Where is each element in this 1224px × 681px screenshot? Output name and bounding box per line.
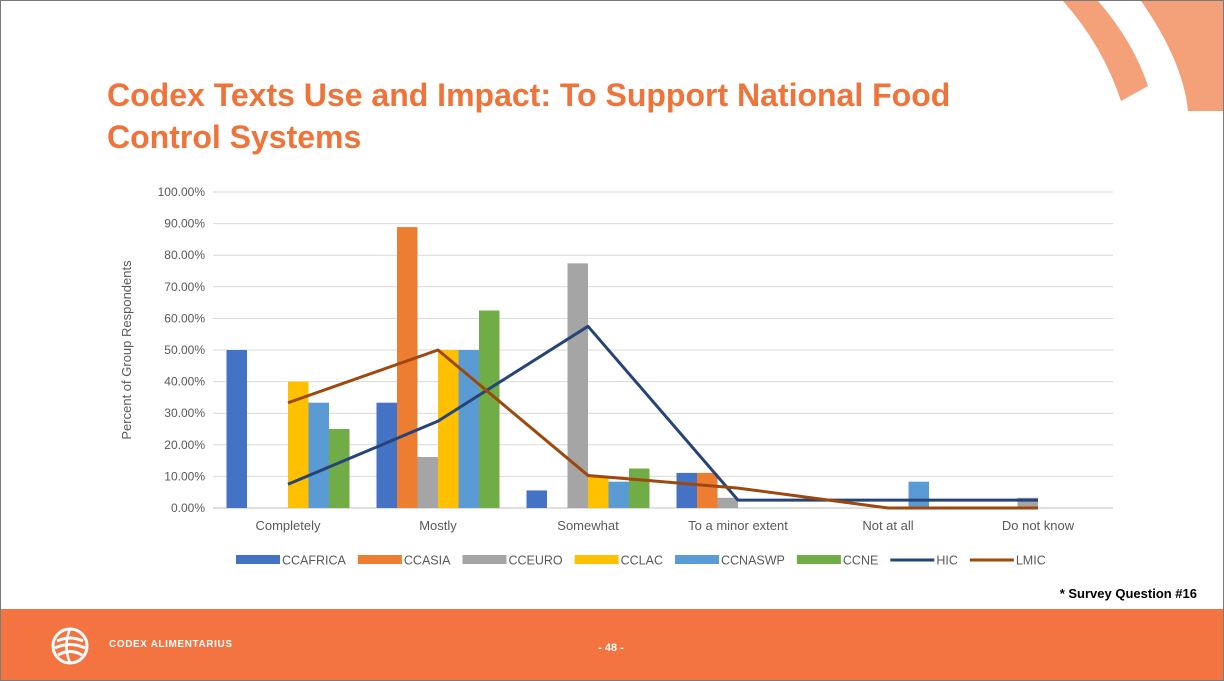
slide-title: Codex Texts Use and Impact: To Support N… bbox=[107, 77, 951, 155]
legend-swatch bbox=[462, 555, 507, 564]
bar-cclac bbox=[438, 350, 459, 508]
y-tick-label: 80.00% bbox=[164, 248, 205, 262]
x-tick-label: Completely bbox=[255, 518, 321, 533]
chart: 0.00% 10.00% 20.00% 30.00% 40.00% 50.00% 60.00… bbox=[119, 185, 1113, 568]
y-tick-label: 100.00% bbox=[158, 185, 206, 199]
bar-ccne bbox=[479, 310, 500, 508]
line-lmic bbox=[287, 348, 1038, 510]
bar-cceuro bbox=[1017, 497, 1038, 508]
legend-label: CCNE bbox=[843, 554, 878, 568]
bar-ccasia bbox=[697, 472, 718, 508]
legend-label: CCASIA bbox=[404, 554, 451, 568]
legend-label: LMIC bbox=[1016, 554, 1046, 568]
y-tick-label: 60.00% bbox=[164, 311, 205, 325]
bar-ccne bbox=[329, 429, 350, 508]
codex-logo-icon bbox=[51, 627, 89, 665]
bar-cceuro bbox=[417, 457, 438, 508]
y-tick-label: 30.00% bbox=[164, 406, 205, 420]
legend-label: CCNASWP bbox=[721, 554, 785, 568]
footer-bar: CODEX ALIMENTARIUS - 48 - bbox=[1, 609, 1223, 680]
bar-ccnaswp bbox=[458, 350, 479, 508]
legend-swatch bbox=[236, 555, 280, 564]
bar-cclac bbox=[588, 476, 609, 508]
decorative-arcs-graphic bbox=[1063, 1, 1223, 111]
legend-label: CCLAC bbox=[621, 554, 663, 568]
y-tick-label: 40.00% bbox=[164, 375, 205, 389]
organization-name: CODEX ALIMENTARIUS bbox=[109, 639, 233, 650]
bar-ccnaswp bbox=[908, 481, 929, 508]
y-tick-label: 20.00% bbox=[164, 438, 205, 452]
legend-swatch bbox=[796, 555, 841, 564]
legend-label: CCAFRICA bbox=[282, 554, 347, 568]
legend-swatch bbox=[357, 555, 402, 564]
y-tick-label: 50.00% bbox=[164, 343, 205, 357]
x-tick-label: Somewhat bbox=[557, 518, 619, 533]
x-tick-label: Not at all bbox=[862, 518, 913, 533]
x-tick-label: To a minor extent bbox=[688, 518, 788, 533]
bar-ccafrica bbox=[376, 402, 397, 508]
bar-cceuro bbox=[717, 497, 738, 508]
x-tick-label: Mostly bbox=[419, 518, 457, 533]
bar-ccafrica bbox=[226, 350, 247, 508]
y-tick-label: 10.00% bbox=[164, 469, 205, 483]
y-tick-label: 90.00% bbox=[164, 217, 205, 231]
bar-ccnaswp bbox=[608, 481, 629, 508]
survey-question-footnote: * Survey Question #16 bbox=[1059, 586, 1197, 601]
bar-ccnaswp bbox=[308, 402, 329, 508]
bar-ccasia bbox=[397, 227, 418, 508]
bar-ccafrica bbox=[676, 472, 697, 508]
legend-label: CCEURO bbox=[508, 554, 562, 568]
line-hic bbox=[287, 324, 1038, 502]
y-tick-label: 70.00% bbox=[164, 280, 205, 294]
bar-ccafrica bbox=[526, 490, 547, 508]
bar-cceuro bbox=[567, 263, 588, 508]
legend-label: HIC bbox=[936, 554, 958, 568]
y-tick-label: 0.00% bbox=[171, 501, 205, 515]
legend-swatch bbox=[574, 555, 619, 564]
page-number: - 48 - bbox=[598, 642, 624, 654]
y-axis-label: Percent of Group Respondents bbox=[119, 260, 134, 440]
x-tick-label: Do not know bbox=[1002, 518, 1075, 533]
bar-ccne bbox=[629, 468, 650, 508]
legend-swatch bbox=[675, 555, 719, 564]
